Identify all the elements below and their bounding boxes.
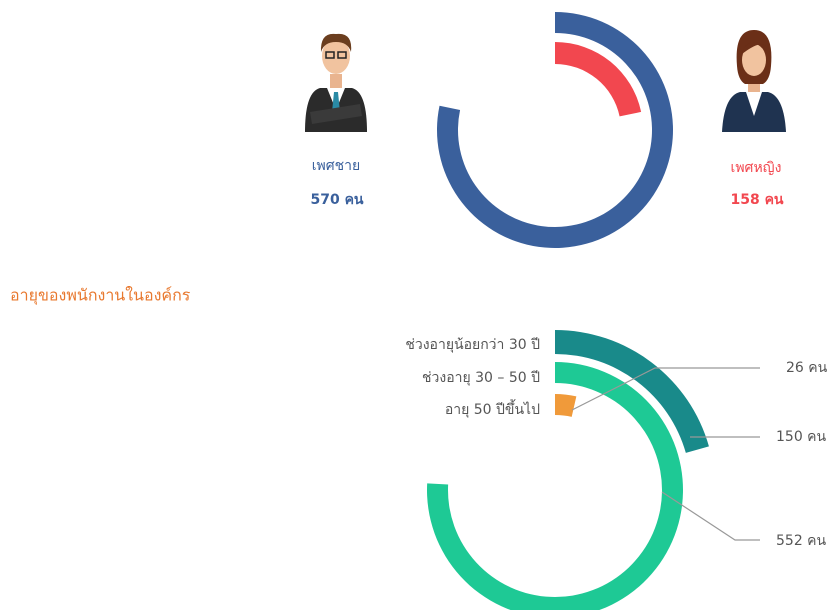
category-label: ช่วงอายุน้อยกว่า 30 ปี — [405, 337, 540, 353]
value-label: 552 คน — [776, 533, 827, 549]
male-icon — [305, 34, 367, 132]
female-icon — [722, 30, 786, 132]
category-label: เพศหญิง — [731, 160, 782, 176]
value-label: 150 คน — [776, 429, 827, 445]
section-title: อายุของพนักงานในองค์กร — [10, 286, 191, 306]
value-label: 570 คน — [310, 192, 363, 208]
radial-bar — [555, 394, 576, 417]
value-label: 158 คน — [730, 192, 783, 208]
page: อายุของพนักงานในองค์กร เพศชาย 570 คน เพศหญ… — [0, 0, 839, 610]
category-label: เพศชาย — [312, 158, 360, 174]
value-label: 26 คน — [786, 360, 828, 376]
category-label: อายุ 50 ปีขึ้นไป — [445, 399, 540, 418]
category-label: ช่วงอายุ 30 – 50 ปี — [422, 370, 540, 386]
